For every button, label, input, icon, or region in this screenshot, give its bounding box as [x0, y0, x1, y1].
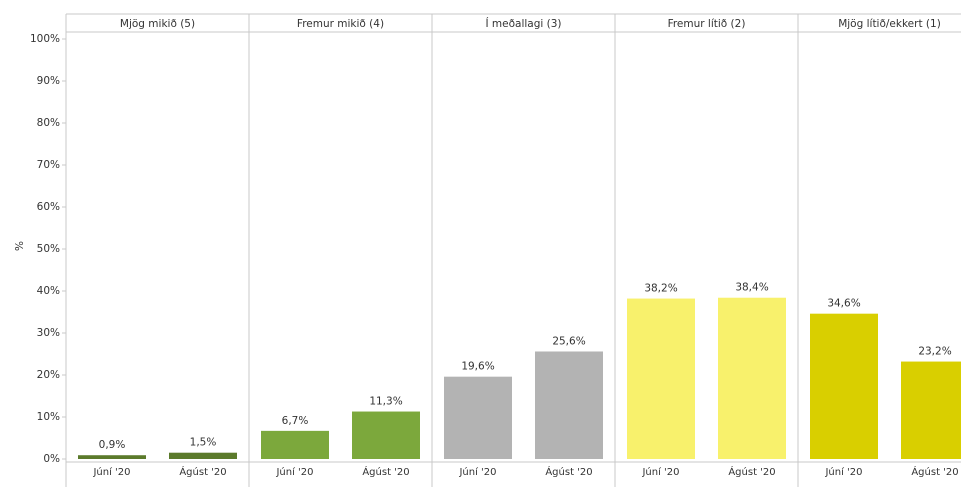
x-tick-label: Júní '20: [92, 466, 130, 478]
y-tick-label: 60%: [37, 201, 60, 213]
bar: [901, 361, 961, 459]
y-tick-label: 100%: [30, 33, 60, 45]
bar: [627, 298, 695, 459]
x-tick-label: Júní '20: [641, 466, 679, 478]
x-tick-label: Ágúst '20: [362, 465, 409, 478]
value-label: 38,2%: [644, 283, 677, 295]
x-tick-label: Júní '20: [458, 466, 496, 478]
y-tick-label: 50%: [37, 243, 60, 255]
y-tick-label: 70%: [37, 159, 60, 171]
bar: [718, 297, 786, 459]
x-tick-label: Júní '20: [824, 466, 862, 478]
x-tick-label: Ágúst '20: [545, 465, 592, 478]
x-tick-label: Ágúst '20: [911, 465, 958, 478]
bar: [444, 376, 512, 459]
panel-title: Mjög lítið/ekkert (1): [838, 18, 941, 30]
bar: [78, 455, 146, 459]
x-tick-label: Ágúst '20: [179, 465, 226, 478]
y-tick-label: 10%: [37, 411, 60, 423]
value-label: 25,6%: [552, 335, 585, 347]
value-label: 34,6%: [827, 298, 860, 310]
panel-title: Fremur lítið (2): [668, 18, 746, 30]
y-axis-label: %: [14, 241, 26, 251]
y-tick-label: 80%: [37, 117, 60, 129]
bar: [352, 411, 420, 459]
value-label: 1,5%: [190, 437, 217, 449]
y-tick-label: 30%: [37, 327, 60, 339]
value-label: 6,7%: [282, 415, 309, 427]
value-label: 0,9%: [99, 439, 126, 451]
panel-title: Mjög mikið (5): [120, 18, 195, 30]
value-label: 11,3%: [369, 396, 402, 408]
bar: [261, 430, 329, 459]
y-tick-label: 20%: [37, 369, 60, 381]
y-tick-label: 40%: [37, 285, 60, 297]
panel-title: Fremur mikið (4): [297, 18, 384, 30]
y-tick-label: 0%: [43, 453, 60, 465]
value-label: 38,4%: [735, 282, 768, 294]
y-tick-label: 90%: [37, 75, 60, 87]
x-tick-label: Ágúst '20: [728, 465, 775, 478]
value-label: 19,6%: [461, 361, 494, 373]
panel-title: Í meðallagi (3): [485, 17, 561, 30]
bar: [535, 351, 603, 459]
x-tick-label: Júní '20: [275, 466, 313, 478]
value-label: 23,2%: [918, 346, 951, 358]
bar: [810, 313, 878, 459]
bar: [169, 452, 237, 459]
